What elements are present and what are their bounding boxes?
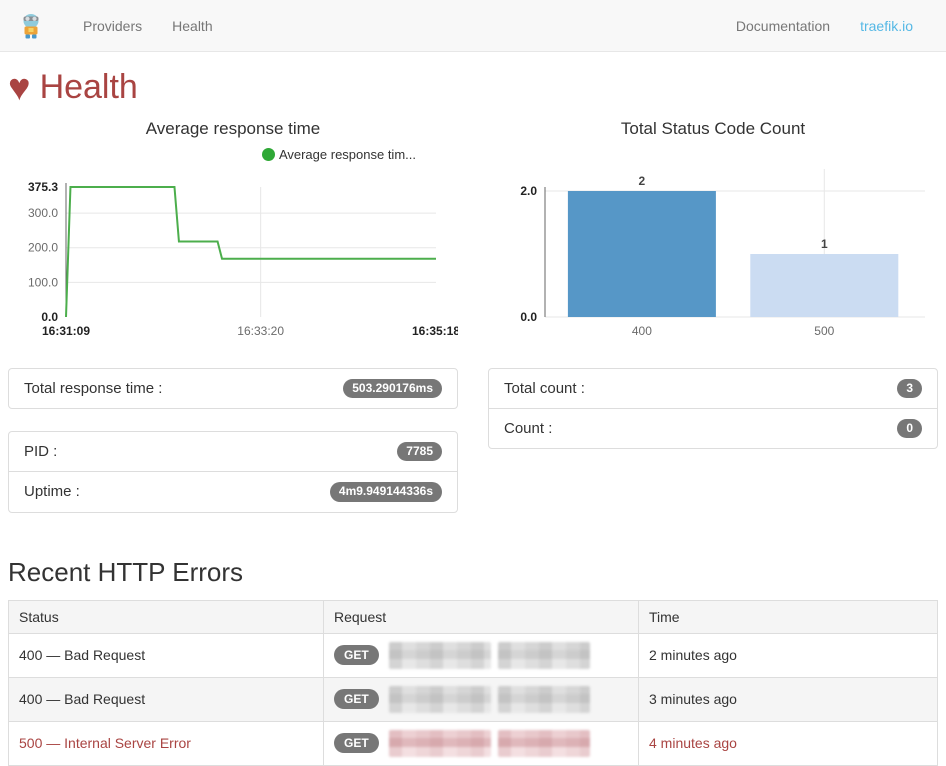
total-count-row: Total count : 3 — [489, 369, 937, 408]
counts-card: Total count : 3 Count : 0 — [488, 368, 938, 450]
error-time: 2 minutes ago — [649, 647, 737, 664]
nav-item-providers[interactable]: Providers — [83, 17, 143, 34]
error-time: 4 minutes ago — [649, 735, 737, 752]
svg-text:300.0: 300.0 — [28, 206, 58, 220]
svg-text:100.0: 100.0 — [28, 275, 58, 289]
svg-text:2.0: 2.0 — [520, 184, 537, 198]
total-response-time-row: Total response time : 503.290176ms — [9, 369, 457, 408]
response-time-panel: Average response time Average response t… — [8, 117, 460, 358]
status-code-chart: 2 400 1 500 0.0 2.0 — [520, 169, 925, 338]
request-cell: GET — [334, 729, 628, 757]
total-count-badge: 3 — [897, 379, 922, 399]
method-badge: GET — [334, 645, 379, 666]
svg-text:400: 400 — [632, 324, 652, 338]
uptime-badge: 4m9.949144336s — [329, 482, 442, 502]
status-code-chart-title: Total Status Code Count — [620, 119, 806, 138]
svg-text:200.0: 200.0 — [28, 241, 58, 255]
uptime-label: Uptime : — [24, 483, 80, 501]
process-card: PID : 7785 Uptime : 4m9.949144336s — [8, 431, 458, 513]
error-status: 500 — Internal Server Error — [19, 735, 191, 752]
error-status: 400 — Bad Request — [19, 691, 146, 708]
svg-text:1: 1 — [821, 237, 828, 251]
navbar: Providers Health Documentation traefik.i… — [0, 0, 946, 52]
uptime-row: Uptime : 4m9.949144336s — [9, 471, 457, 511]
col-header-status: Status — [8, 599, 324, 634]
svg-text:2: 2 — [639, 174, 646, 188]
errors-table-body: 400 — Bad Request GET 2 minutes ago 400 … — [8, 632, 938, 766]
method-badge: GET — [334, 733, 379, 754]
count-label: Count : — [504, 420, 553, 438]
nav-item-health[interactable]: Health — [172, 17, 213, 34]
error-status: 400 — Bad Request — [19, 647, 146, 664]
method-badge: GET — [334, 689, 379, 710]
error-time: 3 minutes ago — [649, 691, 737, 708]
pid-badge: 7785 — [397, 442, 442, 462]
pid-row: PID : 7785 — [9, 432, 457, 471]
svg-text:16:31:09: 16:31:09 — [42, 324, 90, 338]
col-header-request: Request — [323, 599, 639, 634]
redacted-request-url — [388, 729, 590, 757]
errors-section-title: Recent HTTP Errors — [8, 556, 244, 587]
traefik-logo[interactable] — [20, 12, 42, 40]
redacted-request-url — [388, 685, 590, 713]
legend-label: Average response tim... — [278, 146, 416, 162]
count-row: Count : 0 — [489, 408, 937, 448]
main-content: ♥ Health Average response time Average r… — [0, 68, 946, 766]
svg-text:0.0: 0.0 — [520, 310, 537, 324]
stats-col-left: Total response time : 503.290176ms PID :… — [8, 368, 458, 513]
total-response-time-badge: 503.290176ms — [343, 379, 442, 399]
svg-text:375.3: 375.3 — [28, 180, 58, 194]
status-code-legend-spacer — [488, 143, 938, 165]
charts-row: Average response time Average response t… — [8, 117, 938, 358]
page-title: ♥ Health — [8, 68, 938, 107]
pid-label: PID : — [24, 443, 58, 461]
table-row: 500 — Internal Server Error GET 4 minute… — [8, 720, 938, 766]
total-count-label: Total count : — [504, 380, 585, 398]
response-time-legend: Average response tim... — [8, 143, 458, 165]
svg-text:500: 500 — [814, 324, 834, 338]
nav-item-documentation[interactable]: Documentation — [735, 17, 831, 34]
errors-table-header: Status Request Time — [8, 599, 938, 634]
total-response-time-card: Total response time : 503.290176ms — [8, 368, 458, 410]
stats-row: Total response time : 503.290176ms PID :… — [8, 368, 938, 513]
nav-item-traefik-io[interactable]: traefik.io — [860, 17, 913, 34]
status-code-panel: Total Status Code Count 2 400 1 500 0.0 2.0 — [488, 117, 938, 358]
request-cell: GET — [334, 685, 628, 713]
response-time-chart-title: Average response time — [145, 119, 321, 138]
request-cell: GET — [334, 641, 628, 669]
traefik-gopher-icon — [23, 13, 39, 38]
response-time-chart: 0.0 100.0 200.0 300.0 375.3 16:31:09 16:33:20 1… — [28, 180, 460, 338]
col-header-time: Time — [638, 599, 938, 634]
errors-table: Status Request Time 400 — Bad Request GE… — [8, 599, 938, 766]
redacted-request-url — [388, 641, 590, 669]
svg-text:16:35:18: 16:35:18 — [412, 324, 458, 338]
count-badge: 0 — [897, 419, 922, 439]
page-title-text: Health — [39, 68, 138, 106]
svg-text:0.0: 0.0 — [41, 310, 58, 324]
heart-icon: ♥ — [8, 66, 31, 109]
table-row: 400 — Bad Request GET 3 minutes ago — [8, 676, 938, 722]
svg-text:16:33:20: 16:33:20 — [237, 324, 284, 338]
stats-col-right: Total count : 3 Count : 0 — [488, 368, 938, 513]
total-response-time-label: Total response time : — [24, 380, 163, 398]
table-row: 400 — Bad Request GET 2 minutes ago — [8, 632, 938, 678]
legend-dot-icon — [261, 147, 275, 161]
